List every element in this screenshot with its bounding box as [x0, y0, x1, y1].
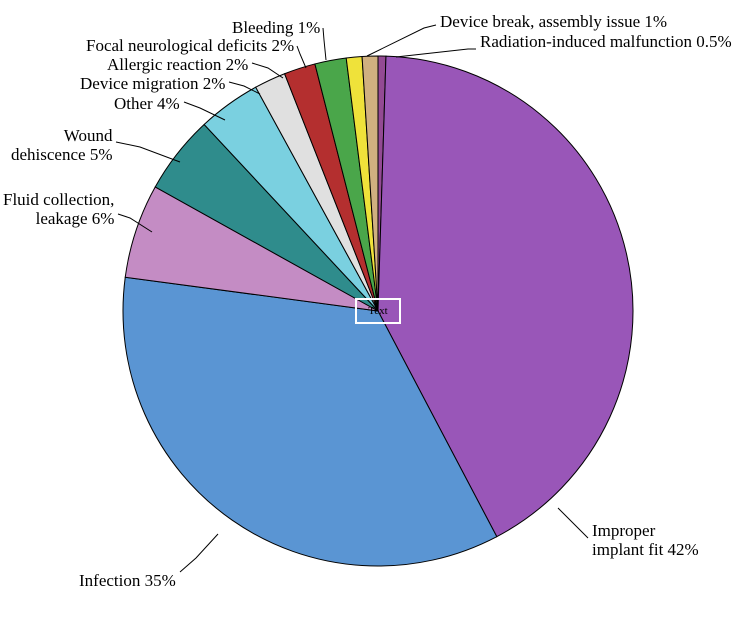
leader-line [297, 46, 306, 68]
slice-label: Focal neurological deficits 2% [86, 36, 294, 56]
slice-label: Radiation-induced malfunction 0.5% [480, 32, 732, 52]
slice-label: Device migration 2% [80, 74, 225, 94]
slice-label: Allergic reaction 2% [107, 55, 248, 75]
pie-chart-container: Radiation-induced malfunction 0.5% Improp… [0, 0, 750, 639]
leader-line [184, 102, 225, 120]
slice-label: Bleeding 1% [232, 18, 320, 38]
slice-label: Infection 35% [79, 571, 176, 591]
leader-line [323, 28, 326, 60]
leader-line [558, 508, 588, 538]
leader-line [367, 25, 436, 56]
leader-line [116, 142, 180, 162]
slice-label: Improper implant fit 42% [592, 521, 699, 560]
slice-label: Other 4% [114, 94, 180, 114]
leader-line [396, 49, 476, 57]
slice-label: Device break, assembly issue 1% [440, 12, 667, 32]
slice-label: Wound dehiscence 5% [11, 126, 112, 165]
leader-line [180, 534, 218, 572]
slice-label: Fluid collection, leakage 6% [3, 190, 114, 229]
